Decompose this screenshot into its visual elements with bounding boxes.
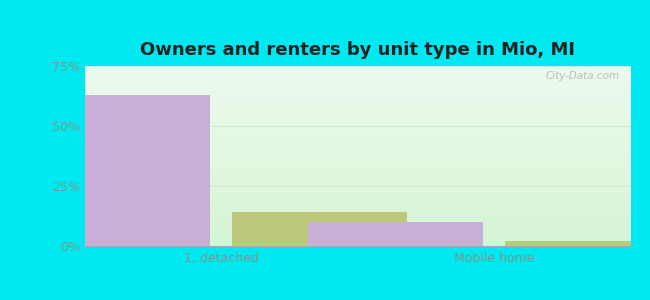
Text: City-Data.com: City-Data.com — [545, 71, 619, 81]
Bar — [505, 241, 650, 246]
Bar — [35, 95, 210, 246]
Bar — [232, 212, 407, 246]
Bar — [308, 222, 483, 246]
Title: Owners and renters by unit type in Mio, MI: Owners and renters by unit type in Mio, … — [140, 41, 575, 59]
